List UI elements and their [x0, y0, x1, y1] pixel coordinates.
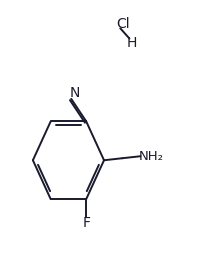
Text: NH₂: NH₂ — [139, 150, 164, 163]
Text: F: F — [82, 217, 90, 231]
Text: Cl: Cl — [116, 17, 130, 31]
Text: H: H — [126, 36, 137, 50]
Text: N: N — [70, 86, 80, 100]
